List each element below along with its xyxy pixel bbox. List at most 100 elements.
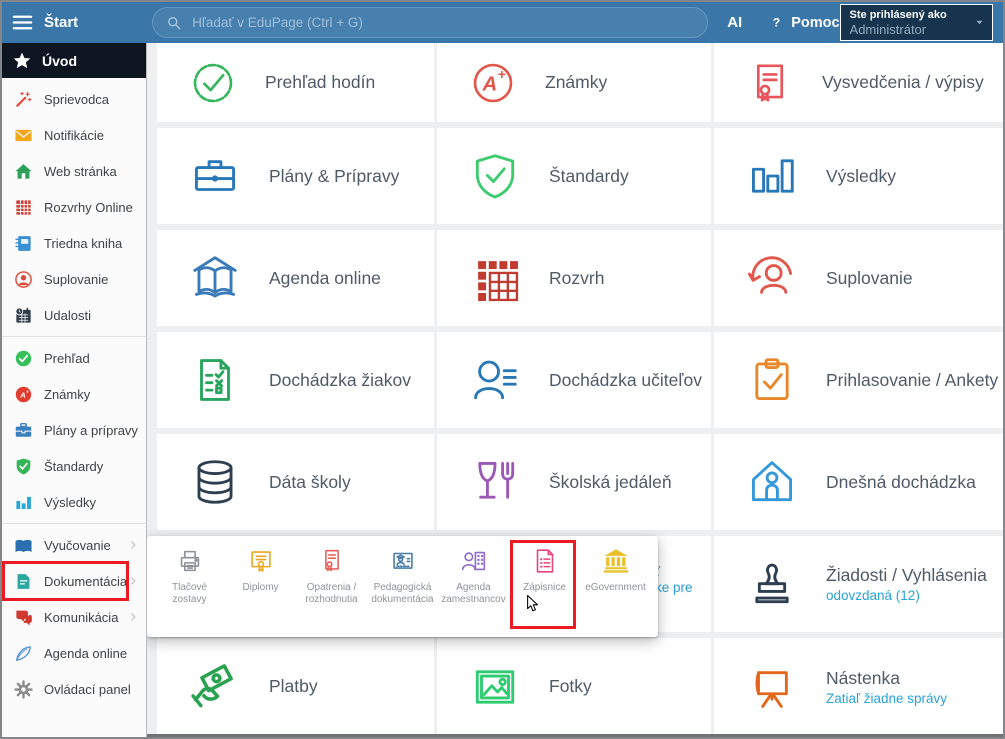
sidebar: Úvod Sprievodca Notifikácie Web stránka Roz… — [2, 43, 147, 737]
main-area: Prehľad hodín A + Známky Vysvedčenia / výpis… — [147, 43, 1003, 737]
help-label: Pomoc — [791, 14, 840, 31]
ai-button[interactable]: AI — [727, 14, 743, 31]
tile-label: Fotky — [549, 676, 592, 696]
account-switcher[interactable]: Ste prihlásený ako Administrátor — [839, 4, 993, 41]
tile-text: Dnešná dochádzka — [826, 472, 976, 493]
tile-standardy[interactable]: Štandardy — [437, 128, 711, 224]
tile-text: Dochádzka žiakov — [269, 370, 411, 391]
sidebar-item-label: Plány a prípravy — [44, 422, 138, 438]
sidebar-item-label: Známky — [44, 386, 91, 402]
tile-text: Nástenka Zatiaľ žiadne správy — [826, 668, 947, 706]
tile-platby[interactable]: Platby — [157, 638, 434, 735]
sidebar-item-komunikacia[interactable]: Komunikácia — [2, 599, 146, 635]
sidebar-item-ovladaci-panel[interactable]: Ovládací panel — [2, 671, 146, 707]
start-menu-label[interactable]: Štart — [44, 14, 79, 31]
sidebar-item-suplovanie[interactable]: Suplovanie — [2, 261, 146, 297]
flyout-item-agenda-zamestnancov[interactable]: Agenda zamestnancov — [438, 546, 509, 637]
dokumentacia-flyout-menu: Tlačové zostavy Diplomy Opatrenia / rozhod… — [147, 536, 658, 637]
question-icon: ? — [769, 15, 784, 30]
sidebar-item-dokumentacia[interactable]: Dokumentácia — [2, 561, 146, 601]
sidebar-item-znamky[interactable]: A + Známky — [2, 376, 146, 412]
tile-label: Plány & Prípravy — [269, 165, 400, 186]
tile-prehlad-hodin[interactable]: Prehľad hodín — [157, 43, 434, 122]
sidebar-item-label: Suplovanie — [44, 271, 109, 287]
hamburger-menu-icon[interactable] — [11, 11, 34, 34]
tile-plany-pripravy[interactable]: Plány & Prípravy — [157, 128, 434, 224]
tile-suplovanie[interactable]: Suplovanie — [714, 230, 1003, 326]
easel-icon — [745, 660, 799, 714]
sidebar-item-notifikacie[interactable]: Notifikácie — [2, 117, 146, 153]
sidebar-item-label: Sprievodca — [44, 91, 110, 107]
tile-data-skoly[interactable]: Dáta školy — [157, 434, 434, 530]
sidebar-groups: Sprievodca Notifikácie Web stránka Rozvrhy … — [2, 78, 146, 710]
search-icon — [166, 15, 182, 31]
tile-agenda-online[interactable]: Agenda online — [157, 230, 434, 326]
sidebar-item-label: Notifikácie — [44, 127, 104, 143]
tile-vysvedcenia-vypisy[interactable]: Vysvedčenia / výpisy — [714, 43, 1003, 122]
sidebar-item-agenda-online[interactable]: Agenda online — [2, 635, 146, 671]
sidebar-item-triedna-kniha[interactable]: Triedna kniha — [2, 225, 146, 261]
tile-label: Dáta školy — [269, 471, 351, 492]
tile-text: Žiadosti / Vyhlásenia odovzdaná (12) — [826, 565, 987, 603]
tile-label: Rozvrh — [549, 267, 605, 288]
account-info: Ste prihlásený ako Administrátor — [850, 8, 974, 37]
tile-skolska-jedalen[interactable]: Školská jedáleň — [437, 434, 711, 530]
tile-rozvrh[interactable]: Rozvrh — [437, 230, 711, 326]
sidebar-item-web-stranka[interactable]: Web stránka — [2, 153, 146, 189]
tile-vysledky[interactable]: Výsledky — [714, 128, 1003, 224]
briefcase-fill-icon — [14, 421, 33, 440]
tile-dochadzka-ziakov[interactable]: Dochádzka žiakov — [157, 332, 434, 428]
tile-text: Suplovanie — [826, 268, 913, 289]
tile-sublabel: Zatiaľ žiadne správy — [826, 690, 947, 706]
window-bottom-edge — [147, 734, 1003, 737]
obscured-tile-text: ť ke pre — [655, 564, 693, 596]
photo-icon — [468, 660, 522, 714]
tile-label: Prehľad hodín — [265, 72, 376, 92]
bars-icon — [745, 149, 799, 203]
tile-text: Dochádzka učiteľov — [549, 370, 702, 391]
sidebar-item-plany-a-pripravy[interactable]: Plány a prípravy — [2, 412, 146, 448]
sidebar-item-sprievodca[interactable]: Sprievodca — [2, 81, 146, 117]
flyout-item-egovernment[interactable]: eGovernment — [580, 546, 651, 637]
flyout-item-opatrenia-rozhodnutia[interactable]: Opatrenia / rozhodnutia — [296, 546, 367, 637]
sidebar-item-prehlad[interactable]: Prehľad — [2, 340, 146, 376]
sidebar-group: Vyučovanie Dokumentácia Komunikácia Agenda … — [2, 524, 146, 710]
sidebar-item-standardy[interactable]: Štandardy — [2, 448, 146, 484]
chevron-down-icon — [974, 17, 985, 28]
sidebar-item-vysledky[interactable]: Výsledky — [2, 484, 146, 520]
tile-dnesna-dochadzka[interactable]: Dnešná dochádzka — [714, 434, 1003, 530]
person-lines-icon — [468, 353, 522, 407]
chat-icon — [14, 608, 33, 627]
tile-text: Vysvedčenia / výpisy — [822, 72, 984, 93]
sidebar-item-vyucovanie[interactable]: Vyučovanie — [2, 527, 146, 563]
tile-prihlasovanie-ankety[interactable]: Prihlasovanie / Ankety — [714, 332, 1003, 428]
sidebar-item-label: Ovládací panel — [44, 681, 131, 697]
sidebar-item-uvod[interactable]: Úvod — [2, 43, 146, 78]
flyout-item-tlacove-zostavy[interactable]: Tlačové zostavy — [154, 546, 225, 637]
search-input[interactable] — [192, 15, 653, 30]
house-fill-icon — [14, 162, 33, 181]
tile-text: Školská jedáleň — [549, 472, 672, 493]
obscured-tile-text-line1: ť — [655, 564, 693, 580]
tile-znamky[interactable]: A + Známky — [437, 43, 711, 122]
tile-fotky[interactable]: Fotky — [437, 638, 711, 735]
flyout-item-label: Zápisnice — [523, 582, 566, 593]
flyout-item-label: Agenda zamestnancov — [441, 582, 506, 605]
svg-text:+: + — [498, 66, 506, 82]
tile-text: Prehľad hodín — [265, 72, 375, 93]
sidebar-item-udalosti[interactable]: Udalosti — [2, 297, 146, 333]
database-icon — [188, 455, 242, 509]
svg-text:A: A — [482, 73, 498, 95]
help-button[interactable]: ? Pomoc — [769, 14, 840, 31]
sidebar-item-rozvrhy-online[interactable]: Rozvrhy Online — [2, 189, 146, 225]
star-icon — [12, 51, 32, 71]
tile-nastenka[interactable]: Nástenka Zatiaľ žiadne správy — [714, 638, 1003, 735]
search-box[interactable] — [152, 7, 709, 38]
tile-ziadosti-vyhlasenia[interactable]: Žiadosti / Vyhlásenia odovzdaná (12) — [714, 536, 1003, 632]
tile-dochadzka-ucitelov[interactable]: Dochádzka učiteľov — [437, 332, 711, 428]
flyout-item-diplomy[interactable]: Diplomy — [225, 546, 296, 637]
window-body: Úvod Sprievodca Notifikácie Web stránka Roz… — [2, 43, 1003, 737]
account-caption: Ste prihlásený ako — [849, 9, 947, 21]
flyout-item-pedagogicka-dokumentacia[interactable]: Pedagogická dokumentácia — [367, 546, 438, 637]
staff-icon — [459, 546, 489, 576]
